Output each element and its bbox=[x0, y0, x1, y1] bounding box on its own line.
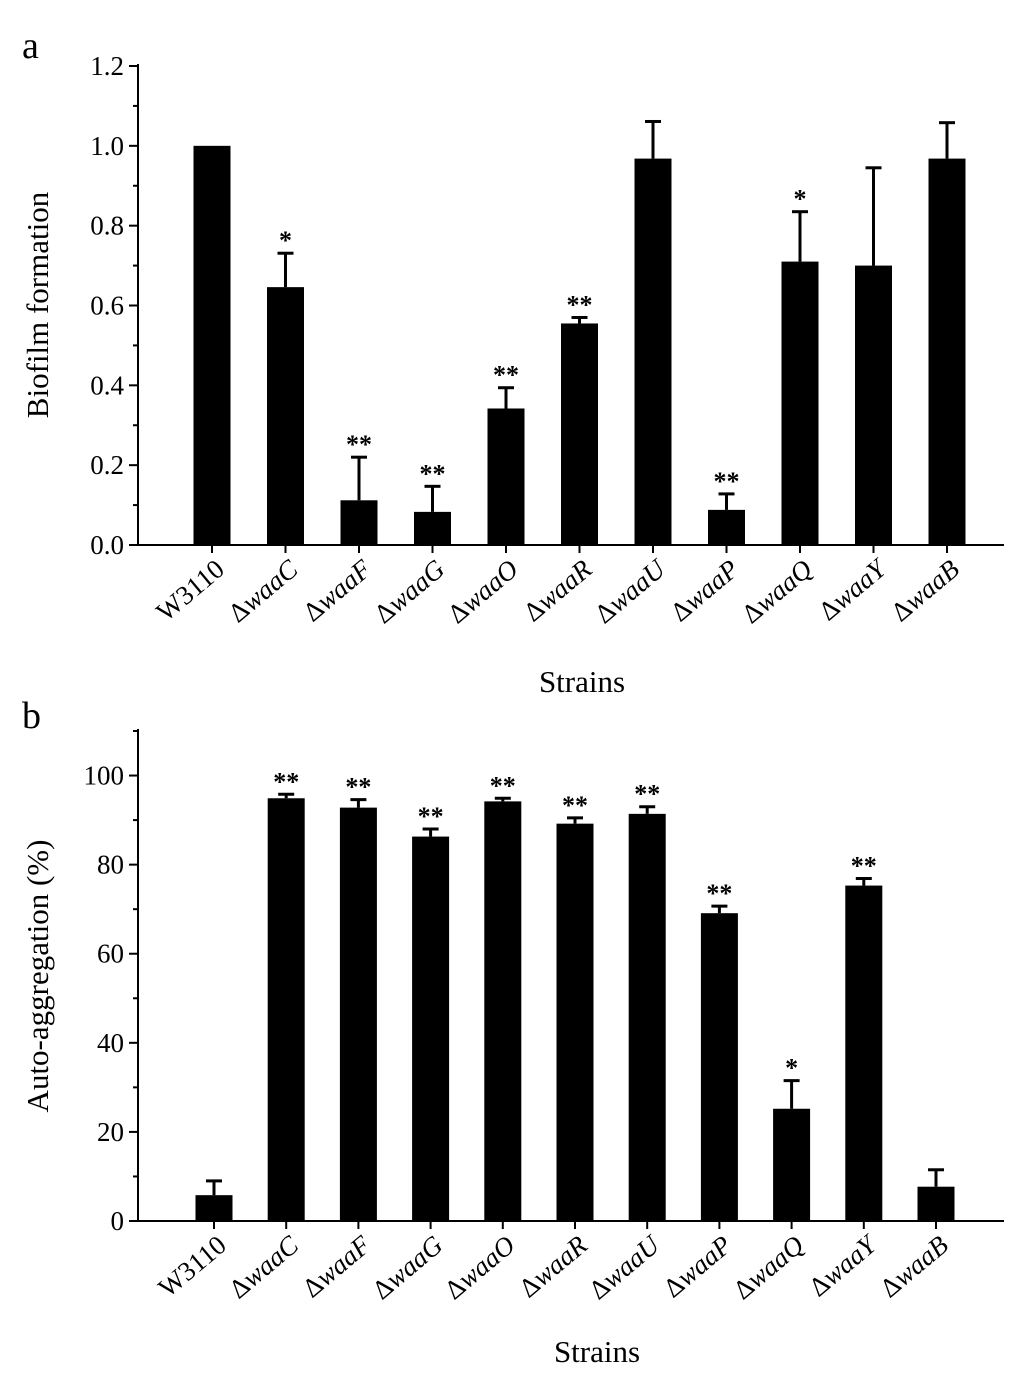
category-label: ΔwaaQ bbox=[736, 554, 818, 630]
bar bbox=[928, 158, 966, 545]
bar bbox=[267, 287, 304, 545]
y-tick-label: 1.2 bbox=[90, 51, 124, 81]
bar bbox=[634, 158, 672, 545]
category-label: ΔwaaR bbox=[518, 553, 598, 627]
bar bbox=[773, 1108, 811, 1221]
bar bbox=[340, 500, 378, 545]
significance-label: ** bbox=[346, 430, 372, 459]
category-gene: waaG bbox=[380, 1230, 449, 1294]
bar bbox=[917, 1186, 955, 1221]
category-gene: W3110 bbox=[150, 554, 229, 627]
bar bbox=[412, 836, 450, 1221]
category-label: ΔwaaR bbox=[513, 1229, 593, 1303]
panel-label: b bbox=[22, 695, 41, 737]
bar bbox=[700, 913, 738, 1221]
bar bbox=[267, 798, 305, 1221]
y-tick-label: 0 bbox=[111, 1206, 125, 1236]
category-label: W3110 bbox=[152, 1230, 231, 1303]
panel-label: a bbox=[22, 25, 39, 67]
significance-label: * bbox=[785, 1054, 798, 1083]
category-label: ΔwaaY bbox=[813, 552, 894, 627]
significance-label: ** bbox=[490, 771, 516, 800]
y-tick-label: 0.4 bbox=[90, 370, 124, 400]
x-axis-title: Strains bbox=[539, 664, 625, 699]
category-gene: waaC bbox=[236, 553, 304, 617]
bar bbox=[487, 408, 525, 545]
bar bbox=[628, 813, 666, 1221]
significance-label: ** bbox=[493, 361, 519, 390]
bar bbox=[845, 885, 883, 1221]
significance-label: ** bbox=[345, 773, 371, 802]
y-tick-label: 60 bbox=[97, 939, 124, 969]
y-tick-label: 20 bbox=[97, 1117, 124, 1147]
y-tick-label: 80 bbox=[97, 850, 124, 880]
category-gene: waaC bbox=[236, 1229, 304, 1293]
bar bbox=[855, 265, 892, 545]
category-label: ΔwaaQ bbox=[727, 1230, 809, 1306]
x-axis-title: Strains bbox=[554, 1334, 640, 1369]
y-tick-label: 0.6 bbox=[90, 291, 124, 321]
category-label: ΔwaaG bbox=[366, 1230, 448, 1306]
y-tick-label: 0.2 bbox=[90, 450, 124, 480]
y-tick-label: 0.0 bbox=[90, 530, 124, 560]
significance-label: ** bbox=[562, 791, 588, 820]
category-label: W3110 bbox=[150, 554, 229, 627]
y-tick-label: 100 bbox=[84, 761, 125, 791]
significance-label: ** bbox=[420, 459, 446, 488]
bar bbox=[708, 509, 745, 545]
category-gene: waaY bbox=[816, 1228, 884, 1291]
significance-label: ** bbox=[567, 290, 593, 319]
category-label: ΔwaaC bbox=[223, 1229, 305, 1304]
significance-label: ** bbox=[634, 780, 660, 809]
category-label: ΔwaaP bbox=[658, 1230, 738, 1304]
significance-label: ** bbox=[418, 802, 444, 831]
category-label: ΔwaaY bbox=[803, 1228, 884, 1303]
significance-label: ** bbox=[273, 767, 299, 796]
significance-label: ** bbox=[714, 467, 740, 496]
category-label: ΔwaaO bbox=[439, 1230, 521, 1306]
category-gene: waaU bbox=[596, 1229, 666, 1294]
y-axis-title: Biofilm formation bbox=[20, 191, 55, 418]
bar bbox=[339, 807, 377, 1221]
bar bbox=[484, 801, 522, 1221]
category-label: ΔwaaC bbox=[222, 553, 304, 628]
bar bbox=[556, 823, 594, 1221]
bar bbox=[193, 145, 231, 546]
category-gene: waaQ bbox=[749, 554, 818, 618]
category-label: ΔwaaF bbox=[297, 553, 377, 627]
bar bbox=[414, 511, 451, 545]
category-gene: waaO bbox=[452, 1230, 521, 1294]
significance-label: ** bbox=[851, 851, 877, 880]
category-label: ΔwaaO bbox=[442, 554, 524, 630]
bar bbox=[195, 1195, 233, 1221]
category-label: ΔwaaU bbox=[589, 553, 672, 630]
y-tick-label: 0.8 bbox=[90, 211, 124, 241]
y-tick-label: 1.0 bbox=[90, 131, 124, 161]
category-label: ΔwaaG bbox=[368, 554, 450, 630]
category-label: ΔwaaF bbox=[297, 1229, 377, 1303]
category-label: ΔwaaB bbox=[885, 554, 965, 628]
bar bbox=[561, 323, 598, 545]
category-gene: waaO bbox=[455, 554, 524, 618]
significance-label: * bbox=[279, 226, 292, 255]
category-label: ΔwaaB bbox=[874, 1230, 954, 1304]
category-gene: W3110 bbox=[152, 1230, 231, 1303]
y-tick-label: 40 bbox=[97, 1028, 124, 1058]
significance-label: * bbox=[794, 185, 807, 214]
category-gene: waaU bbox=[602, 553, 672, 618]
category-label: ΔwaaP bbox=[665, 554, 745, 628]
chart-auto-aggregation: b 0 20 40 60 80 100 W3110 ** ΔwaaC ** ΔwaaF ** ΔwaaG *… bbox=[20, 695, 1004, 1369]
chart-biofilm-formation: a 0.0 0.2 0.4 0.6 0.8 1.0 1.2 W3110 * ΔwaaC ** ΔwaaF… bbox=[20, 25, 1004, 699]
category-label: ΔwaaU bbox=[583, 1229, 666, 1306]
category-gene: waaQ bbox=[741, 1230, 810, 1294]
significance-label: ** bbox=[706, 879, 732, 908]
category-gene: waaY bbox=[826, 552, 894, 615]
bar bbox=[781, 261, 819, 545]
y-axis-title: Auto-aggregation (%) bbox=[20, 840, 55, 1113]
category-gene: waaG bbox=[382, 554, 451, 618]
